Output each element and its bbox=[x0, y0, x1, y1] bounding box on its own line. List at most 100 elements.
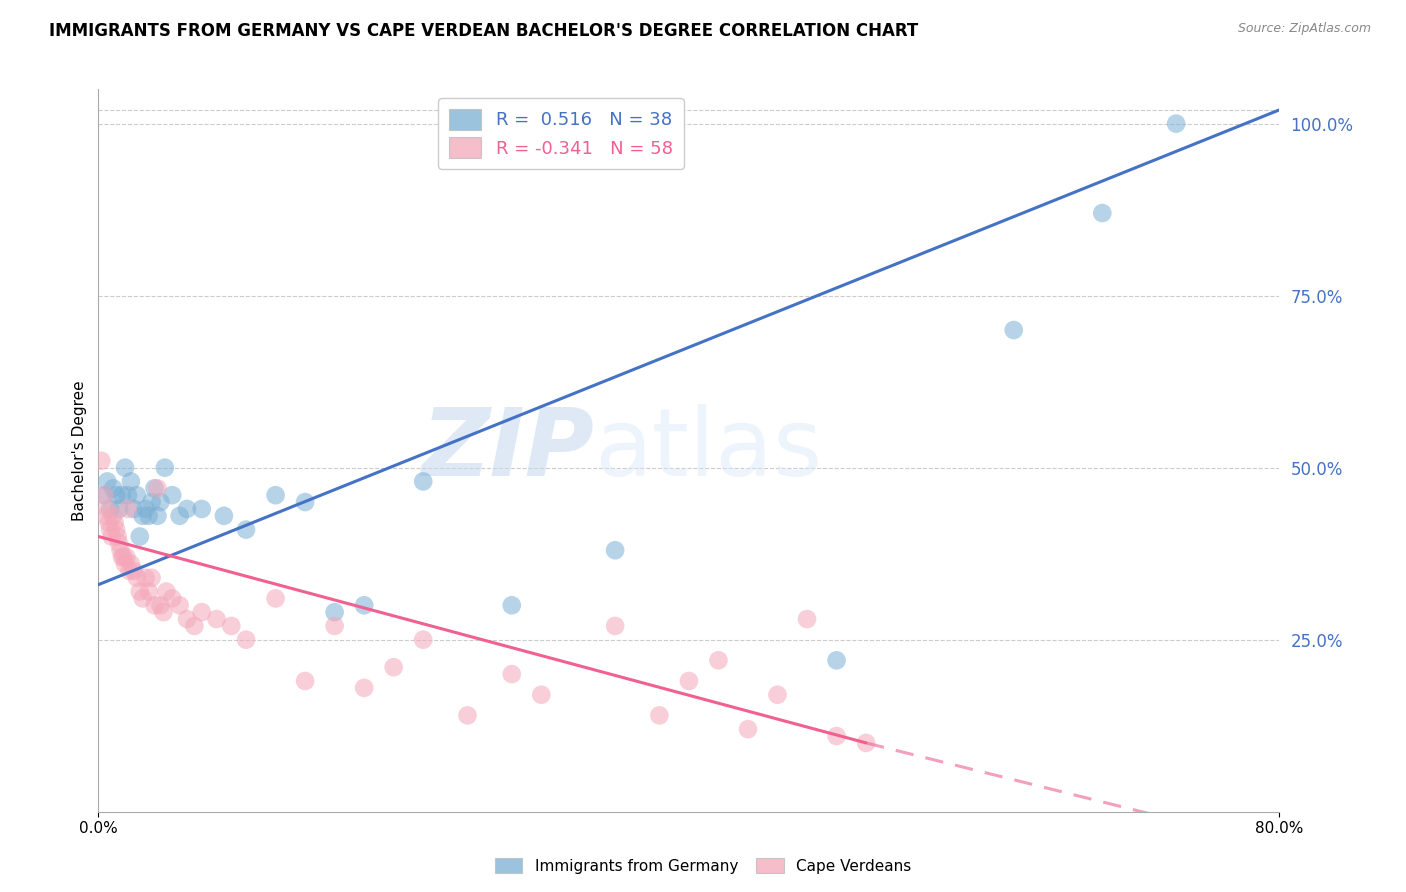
Point bbox=[135, 502, 157, 516]
Point bbox=[149, 495, 172, 509]
Point bbox=[112, 550, 135, 565]
Point bbox=[117, 502, 139, 516]
Point bbox=[162, 591, 183, 606]
Text: IMMIGRANTS FROM GERMANY VS CAPE VERDEAN BACHELOR'S DEGREE CORRELATION CHART: IMMIGRANTS FROM GERMANY VS CAPE VERDEAN … bbox=[49, 22, 918, 40]
Text: atlas: atlas bbox=[595, 404, 823, 497]
Point bbox=[135, 571, 157, 585]
Point bbox=[128, 584, 150, 599]
Point bbox=[737, 722, 759, 736]
Point bbox=[501, 599, 523, 613]
Point bbox=[766, 688, 789, 702]
Point bbox=[114, 557, 136, 571]
Point bbox=[235, 632, 257, 647]
Point bbox=[143, 481, 166, 495]
Point bbox=[707, 653, 730, 667]
Point bbox=[605, 543, 627, 558]
Point bbox=[125, 488, 148, 502]
Point bbox=[1166, 117, 1188, 131]
Point bbox=[122, 564, 145, 578]
Point bbox=[412, 475, 434, 489]
Point bbox=[294, 495, 316, 509]
Point bbox=[264, 591, 287, 606]
Point bbox=[155, 584, 177, 599]
Point bbox=[264, 488, 287, 502]
Point bbox=[323, 619, 346, 633]
Legend: Immigrants from Germany, Cape Verdeans: Immigrants from Germany, Cape Verdeans bbox=[489, 852, 917, 880]
Point bbox=[457, 708, 479, 723]
Point bbox=[796, 612, 818, 626]
Point bbox=[93, 488, 115, 502]
Point bbox=[117, 488, 139, 502]
Point bbox=[235, 523, 257, 537]
Point bbox=[294, 673, 316, 688]
Point bbox=[132, 508, 155, 523]
Point bbox=[141, 571, 163, 585]
Point bbox=[103, 481, 125, 495]
Point bbox=[169, 508, 191, 523]
Point bbox=[143, 599, 166, 613]
Point bbox=[205, 612, 228, 626]
Point bbox=[108, 536, 131, 550]
Point bbox=[678, 673, 700, 688]
Point bbox=[107, 529, 129, 543]
Point bbox=[152, 605, 174, 619]
Point bbox=[138, 584, 160, 599]
Point bbox=[1091, 206, 1114, 220]
Point bbox=[149, 599, 172, 613]
Point bbox=[176, 502, 198, 516]
Point bbox=[146, 508, 169, 523]
Point bbox=[104, 516, 127, 530]
Legend: R =  0.516   N = 38, R = -0.341   N = 58: R = 0.516 N = 38, R = -0.341 N = 58 bbox=[439, 98, 683, 169]
Point bbox=[118, 564, 141, 578]
Y-axis label: Bachelor's Degree: Bachelor's Degree bbox=[72, 380, 87, 521]
Point bbox=[412, 632, 434, 647]
Point bbox=[169, 599, 191, 613]
Point bbox=[120, 475, 142, 489]
Point bbox=[128, 529, 150, 543]
Point bbox=[146, 481, 169, 495]
Point bbox=[382, 660, 405, 674]
Text: ZIP: ZIP bbox=[422, 404, 595, 497]
Point bbox=[105, 523, 128, 537]
Point bbox=[103, 508, 125, 523]
Point bbox=[530, 688, 553, 702]
Point bbox=[501, 667, 523, 681]
Point bbox=[191, 502, 214, 516]
Point bbox=[132, 591, 155, 606]
Point bbox=[115, 550, 138, 565]
Point bbox=[98, 523, 121, 537]
Point bbox=[90, 454, 112, 468]
Point bbox=[153, 460, 176, 475]
Point bbox=[120, 557, 142, 571]
Point bbox=[100, 529, 122, 543]
Point bbox=[125, 571, 148, 585]
Point bbox=[353, 599, 375, 613]
Point bbox=[648, 708, 671, 723]
Point bbox=[122, 502, 145, 516]
Point bbox=[176, 612, 198, 626]
Point bbox=[191, 605, 214, 619]
Point bbox=[96, 475, 118, 489]
Point bbox=[97, 516, 120, 530]
Point bbox=[323, 605, 346, 619]
Point bbox=[110, 543, 132, 558]
Text: Source: ZipAtlas.com: Source: ZipAtlas.com bbox=[1237, 22, 1371, 36]
Point bbox=[825, 729, 848, 743]
Point bbox=[108, 502, 131, 516]
Point bbox=[605, 619, 627, 633]
Point bbox=[183, 619, 205, 633]
Point bbox=[162, 488, 183, 502]
Point bbox=[353, 681, 375, 695]
Point bbox=[105, 488, 128, 502]
Point bbox=[111, 550, 134, 565]
Point bbox=[825, 653, 848, 667]
Point bbox=[138, 508, 160, 523]
Point bbox=[94, 508, 117, 523]
Point bbox=[93, 488, 115, 502]
Point bbox=[96, 502, 118, 516]
Point bbox=[98, 502, 121, 516]
Point bbox=[855, 736, 877, 750]
Point bbox=[141, 495, 163, 509]
Point bbox=[221, 619, 243, 633]
Point bbox=[212, 508, 235, 523]
